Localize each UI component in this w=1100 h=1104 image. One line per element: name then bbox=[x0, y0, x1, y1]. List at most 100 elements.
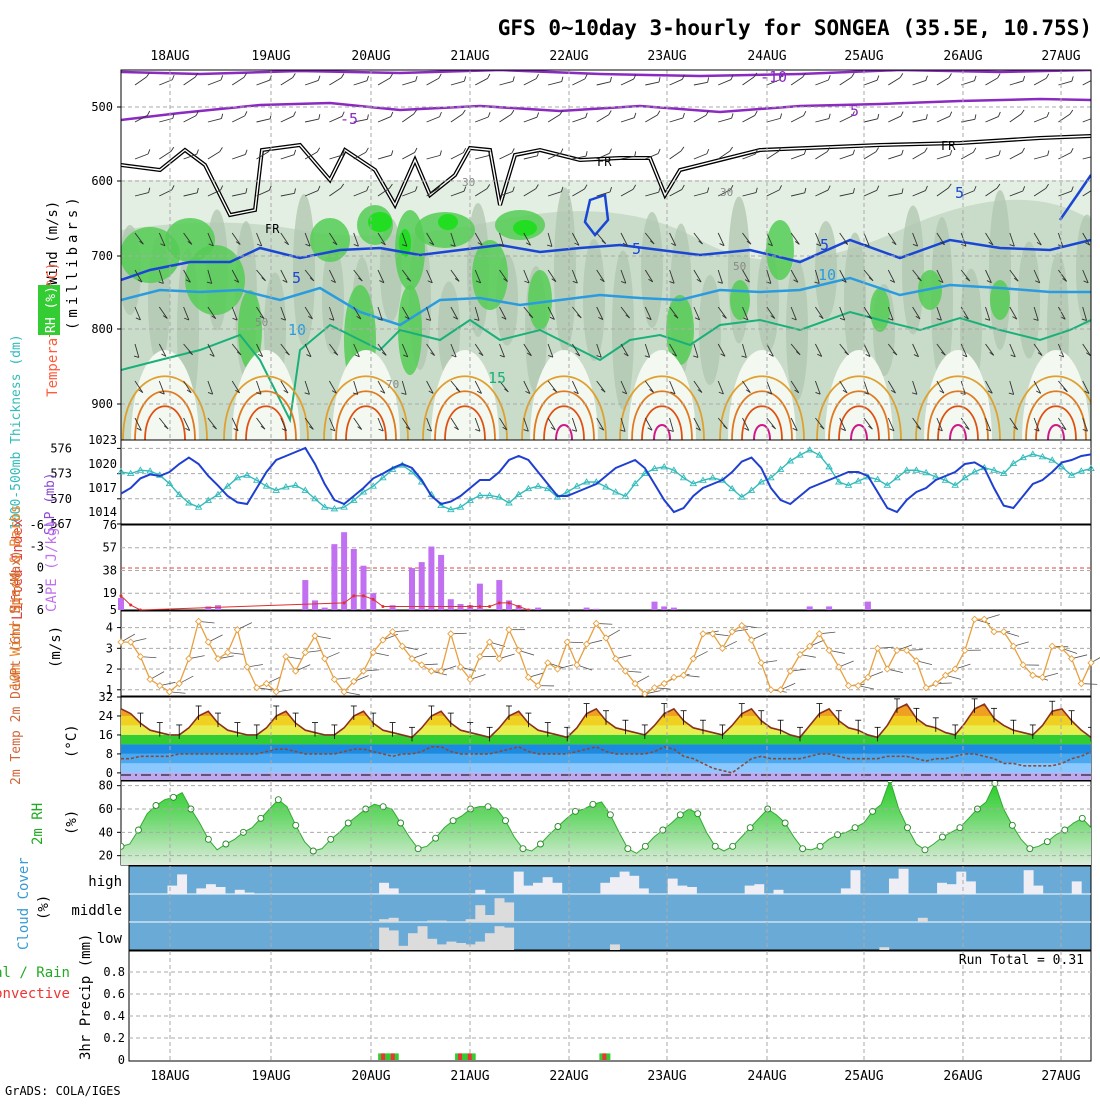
rh-high-cell bbox=[870, 288, 890, 332]
bottom-date-26AUG: 26AUG bbox=[943, 1069, 982, 1084]
thickness-tick: 576 bbox=[50, 441, 72, 455]
cape-bar bbox=[448, 599, 454, 610]
profile-level-tick: 700 bbox=[91, 249, 113, 263]
rh2m-tick: 80 bbox=[99, 779, 113, 793]
rh2m-marker bbox=[677, 812, 683, 818]
rh2m-marker bbox=[205, 836, 211, 842]
thickness-ylabel: 1000-500mb Thickness (dm) bbox=[9, 334, 24, 530]
cloud-bar-high bbox=[956, 872, 966, 894]
top-date-22AUG: 22AUG bbox=[549, 49, 588, 64]
rh2m-marker bbox=[293, 822, 299, 828]
cloud-bar-low bbox=[475, 942, 485, 950]
label-rh50: 50 bbox=[255, 316, 268, 329]
precip-ylabel: 3hr Precip (mm) bbox=[78, 934, 94, 1060]
precip-panel: 00.20.40.60.8 Run Total = 0.31 Total / R… bbox=[0, 934, 1091, 1067]
cloud-bar-middle bbox=[475, 905, 485, 922]
cape-bar bbox=[438, 555, 444, 610]
precip-ticks: 00.20.40.60.8 bbox=[103, 965, 125, 1067]
cloud-bar-low bbox=[389, 930, 399, 950]
rh2m-marker bbox=[520, 846, 526, 852]
cape-bar bbox=[118, 598, 124, 610]
wind10-yunit: (m/s) bbox=[48, 626, 64, 668]
cape-bar bbox=[593, 609, 599, 610]
li-marker bbox=[498, 601, 501, 604]
precip-ylabel-conv: Convective bbox=[0, 986, 70, 1002]
label-ten-a: 10 bbox=[288, 321, 306, 339]
cape-bar bbox=[370, 593, 376, 610]
cloud-bar-low bbox=[398, 946, 408, 950]
cloud-bar-high bbox=[206, 884, 216, 894]
cape-tick: 19 bbox=[103, 586, 117, 600]
cloud-bar-low bbox=[456, 943, 466, 950]
li-marker bbox=[352, 594, 355, 597]
label-five-c: 5 bbox=[820, 236, 829, 254]
cloud-bar-high bbox=[235, 890, 245, 894]
cloud-bar-high bbox=[639, 888, 649, 894]
cloud-bar-middle bbox=[427, 921, 437, 922]
cloud-bar-low bbox=[610, 944, 620, 950]
precip-tick: 0.2 bbox=[103, 1031, 125, 1045]
cloud-bar-low bbox=[379, 928, 389, 950]
li-marker bbox=[381, 605, 384, 608]
cloud-bar-low bbox=[427, 939, 437, 950]
cape-bar bbox=[535, 608, 541, 610]
cloud-level-low: low bbox=[97, 931, 123, 947]
cloud-bar-middle bbox=[389, 918, 399, 922]
cloud-bar-middle bbox=[437, 921, 447, 922]
label-rh30: 30 bbox=[462, 176, 475, 189]
temp2m-yunit: (°C) bbox=[64, 724, 80, 758]
label-fr-3: FR bbox=[265, 222, 280, 236]
li-marker bbox=[478, 605, 481, 608]
cloud-bar-high bbox=[379, 883, 389, 894]
cloud-bar-high bbox=[533, 883, 543, 894]
cape-bar bbox=[409, 568, 415, 610]
cloud-bar-high bbox=[600, 883, 610, 894]
precip-bar-convective bbox=[458, 1053, 462, 1060]
rh2m-marker bbox=[1079, 815, 1085, 821]
rh2m-marker bbox=[1044, 839, 1050, 845]
cape-bar bbox=[322, 608, 328, 610]
rh2m-marker bbox=[153, 803, 159, 809]
cape-bar bbox=[807, 606, 813, 610]
precip-bar-convective bbox=[391, 1053, 395, 1060]
li-marker bbox=[120, 594, 123, 597]
precip-bar-convective bbox=[468, 1053, 472, 1060]
rh2m-marker bbox=[730, 843, 736, 849]
cape-bar bbox=[826, 606, 832, 610]
li-tick: 0 bbox=[37, 561, 44, 575]
cape-tick: 57 bbox=[103, 541, 117, 555]
cape-bar bbox=[419, 562, 425, 610]
rh2m-marker bbox=[712, 843, 718, 849]
label-fr-1: FR bbox=[597, 155, 612, 169]
cloud-bar-low bbox=[504, 928, 514, 950]
top-date-20AUG: 20AUG bbox=[351, 49, 390, 64]
top-date-27AUG: 27AUG bbox=[1041, 49, 1080, 64]
profile-level-tick: 600 bbox=[91, 174, 113, 188]
rh2m-marker bbox=[433, 835, 439, 841]
precip-tick: 0 bbox=[118, 1053, 125, 1067]
rh2m-marker bbox=[275, 797, 281, 803]
cape-bar bbox=[661, 606, 667, 610]
cloud-bar-high bbox=[177, 874, 187, 894]
bottom-date-24AUG: 24AUG bbox=[747, 1069, 786, 1084]
cape-bar bbox=[428, 547, 434, 610]
rh2m-marker bbox=[503, 818, 509, 824]
cape-bar bbox=[361, 566, 367, 610]
cloud-bar-high bbox=[389, 888, 399, 894]
li-tick: -3 bbox=[30, 539, 44, 553]
rh2m-tick: 60 bbox=[99, 802, 113, 816]
rh-column bbox=[1076, 215, 1098, 326]
rh-column bbox=[989, 190, 1011, 350]
rh-high-cell bbox=[990, 280, 1010, 320]
li-marker bbox=[129, 604, 132, 607]
label-five-upper: 5 bbox=[850, 102, 859, 120]
rh2m-marker bbox=[555, 824, 561, 830]
bottom-date-23AUG: 23AUG bbox=[647, 1069, 686, 1084]
rh2m-marker bbox=[782, 820, 788, 826]
temp2m-ylabel: 2m Temp 2m DewPt (6hr Min/Max) bbox=[9, 550, 24, 785]
